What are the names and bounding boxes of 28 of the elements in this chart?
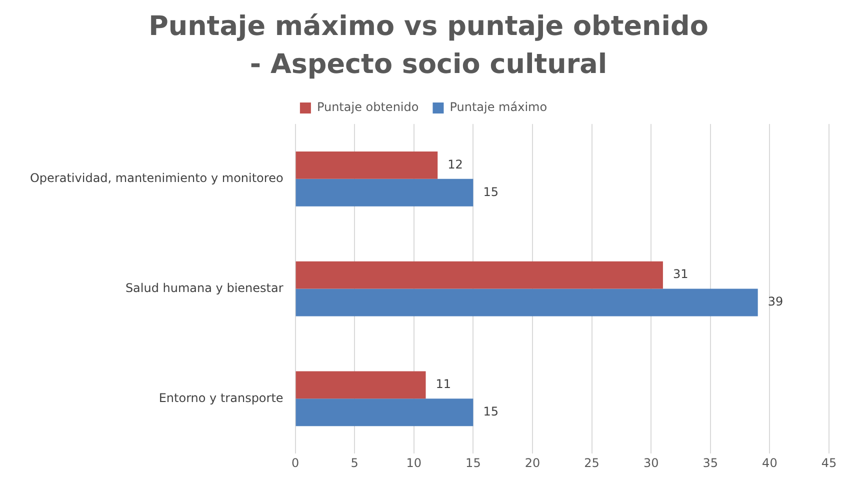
x-tick-label: 45	[821, 456, 837, 470]
bar	[296, 371, 426, 399]
x-tick-label: 5	[350, 456, 358, 470]
x-tick-label: 25	[584, 456, 600, 470]
y-tick-label: Entorno y transporte	[158, 390, 284, 405]
bar	[296, 288, 758, 316]
data-label: 39	[768, 294, 784, 309]
bar	[296, 178, 474, 206]
x-tick-label: 35	[702, 456, 718, 470]
x-tick-label: 40	[762, 456, 778, 470]
data-label: 12	[448, 157, 463, 172]
chart-title: Puntaje máximo vs puntaje obtenido - Aspecto socio cultural	[148, 10, 708, 82]
legend-label: Puntaje máximo	[450, 100, 548, 114]
y-tick-label: Salud humana y bienestar	[125, 280, 284, 295]
x-tick-label: 30	[643, 456, 659, 470]
data-label: 11	[436, 377, 452, 392]
data-label: 15	[483, 184, 498, 199]
x-tick-label: 0	[291, 456, 300, 470]
y-tick-label: Operatividad, mantenimiento y monitoreo	[30, 171, 284, 186]
x-tick-label: 10	[406, 456, 422, 470]
x-tick-label: 20	[524, 456, 540, 470]
x-tick-label: 15	[466, 456, 481, 470]
bar	[296, 398, 474, 426]
bar	[296, 261, 663, 289]
legend-label: Puntaje obtenido	[316, 100, 419, 114]
bar	[296, 151, 438, 179]
data-label: 31	[672, 267, 688, 282]
data-label: 15	[483, 404, 498, 419]
